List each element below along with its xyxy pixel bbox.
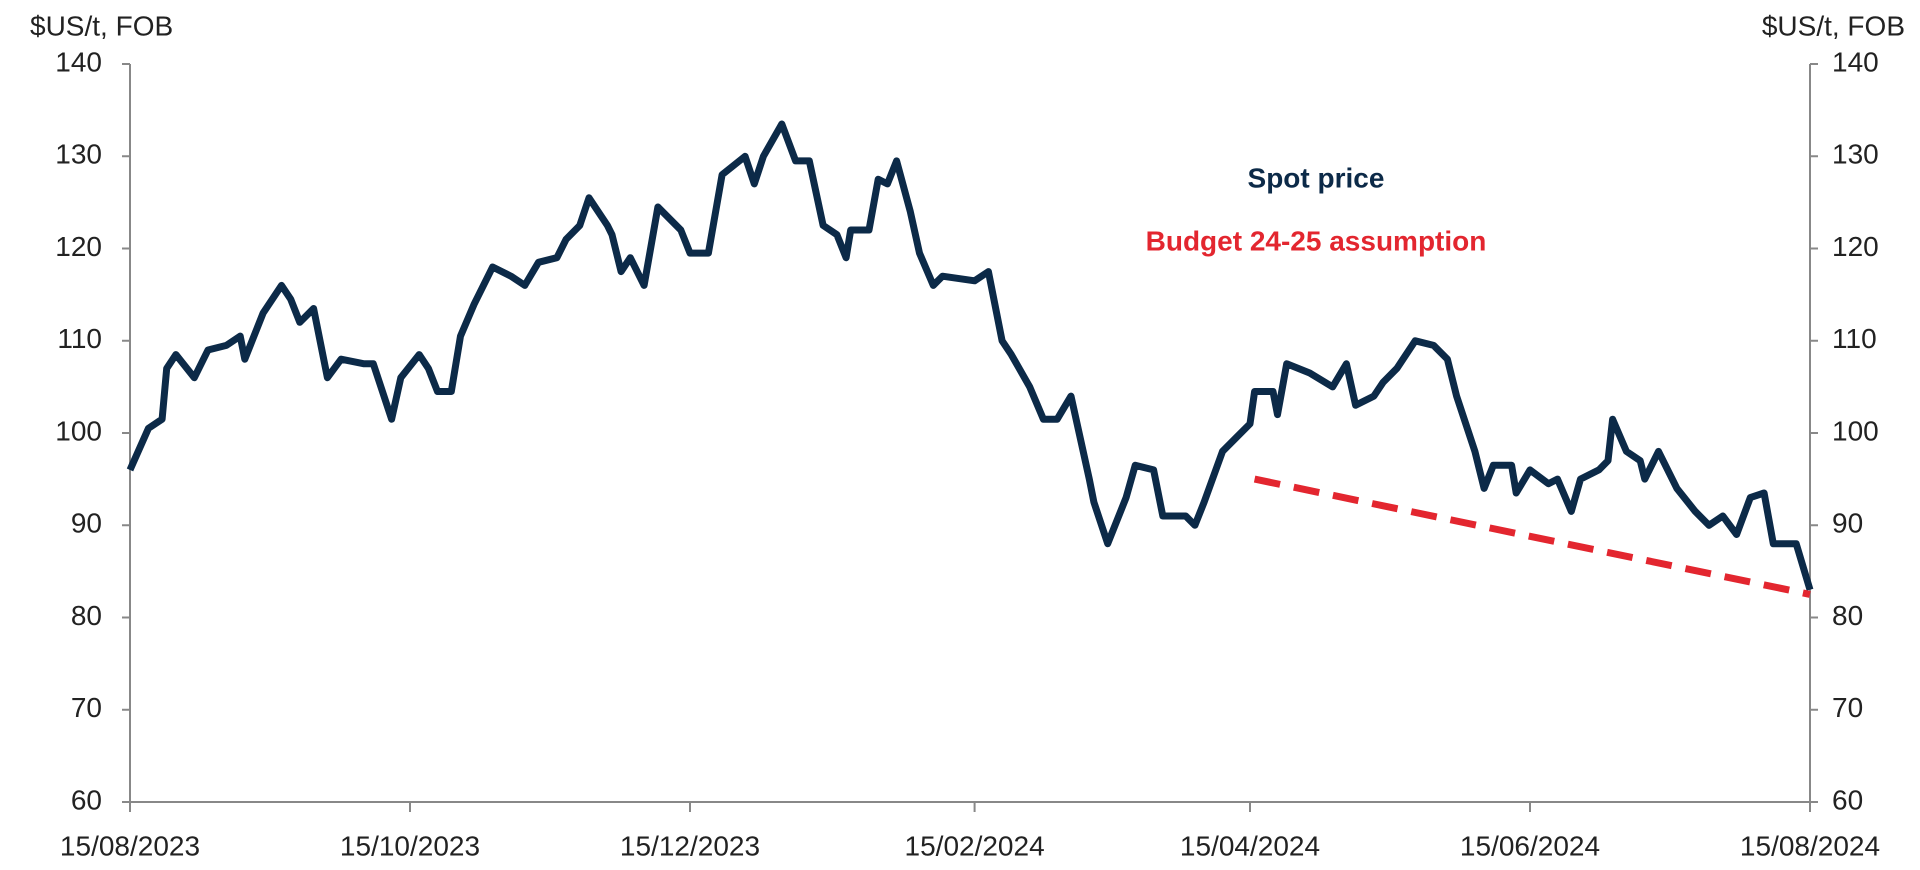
y-tick-label: 130 [55, 139, 102, 170]
x-tick-label: 15/06/2024 [1460, 830, 1600, 861]
x-tick-label: 15/10/2023 [340, 830, 480, 861]
line-series [126, 120, 1814, 591]
x-tick-label: 15/02/2024 [905, 830, 1045, 861]
y2-tick-label: 60 [1832, 784, 1863, 815]
y-axis-label: $US/t, FOB [30, 10, 173, 41]
x-tick-label: 15/08/2023 [60, 830, 200, 861]
y2-tick-label: 110 [1832, 323, 1877, 354]
y-tick-label: 120 [55, 231, 102, 262]
y-tick-label: 60 [71, 784, 102, 815]
line-series [1253, 475, 1811, 598]
legend-label: Spot price [1248, 162, 1385, 193]
y-tick-label: 80 [71, 600, 102, 631]
y-tick-label: 90 [71, 508, 102, 539]
legend-label: Budget 24-25 assumption [1146, 225, 1487, 256]
y2-tick-label: 120 [1832, 231, 1879, 262]
y2-tick-label: 100 [1832, 415, 1879, 446]
y2-tick-label: 90 [1832, 508, 1863, 539]
y2-axis-label: $US/t, FOB [1762, 10, 1905, 41]
x-tick-label: 15/04/2024 [1180, 830, 1320, 861]
y-tick-label: 110 [57, 323, 102, 354]
y-tick-label: 100 [55, 415, 102, 446]
y2-tick-label: 70 [1832, 692, 1863, 723]
y2-tick-label: 140 [1832, 46, 1879, 77]
y-tick-label: 140 [55, 46, 102, 77]
y2-tick-label: 80 [1832, 600, 1863, 631]
y-tick-label: 70 [71, 692, 102, 723]
y2-tick-label: 130 [1832, 139, 1879, 170]
x-tick-label: 15/08/2024 [1740, 830, 1880, 861]
x-tick-label: 15/12/2023 [620, 830, 760, 861]
